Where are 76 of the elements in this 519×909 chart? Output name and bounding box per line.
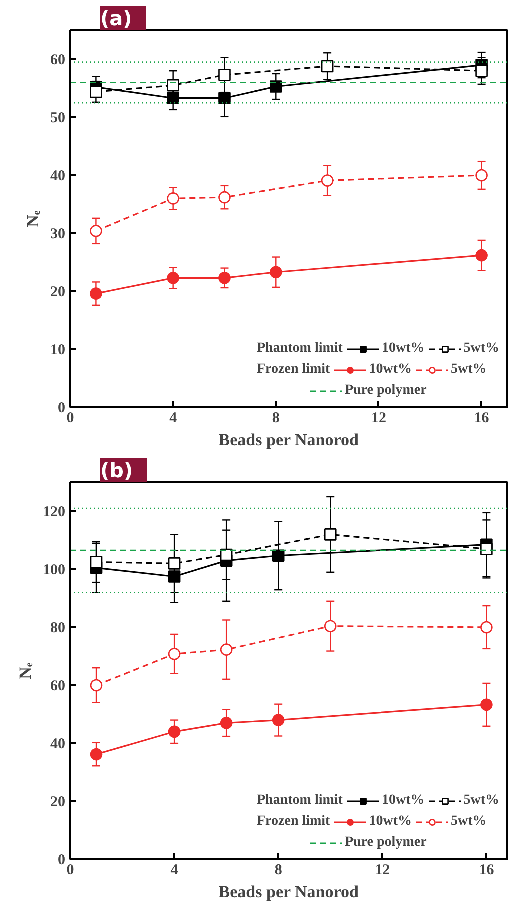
legend-label: 5wt%	[451, 814, 487, 830]
point	[167, 92, 180, 105]
legend-label: 5wt%	[464, 341, 500, 357]
point	[218, 92, 231, 105]
y-tick-label: 20	[50, 794, 66, 810]
point	[167, 192, 180, 205]
y-tick-label: 0	[58, 400, 66, 416]
x-axis-title: Beads per Nanorod	[218, 430, 360, 450]
chart-title: (b)	[100, 458, 134, 482]
y-tick-label: 50	[50, 110, 66, 126]
point	[168, 558, 181, 570]
legend-label: Pure polymer	[345, 835, 427, 851]
legend-label: Pure polymer	[345, 383, 427, 399]
point	[220, 717, 233, 730]
point	[167, 272, 180, 284]
y-tick-label: 20	[50, 284, 66, 300]
x-tick-label: 4	[170, 410, 178, 426]
x-tick-label: 16	[479, 862, 495, 878]
point	[270, 80, 282, 93]
annotation: Frozen limit	[257, 814, 330, 830]
point	[90, 86, 102, 98]
x-tick-label: 16	[474, 410, 490, 426]
point	[480, 698, 493, 712]
point	[321, 60, 334, 73]
x-tick-label: 12	[375, 862, 390, 878]
point	[90, 288, 102, 300]
point	[168, 726, 181, 738]
y-tick-label: 30	[50, 226, 66, 242]
point	[480, 543, 493, 556]
point	[272, 714, 285, 726]
legend-label: 10wt%	[369, 362, 412, 378]
y-axis-title: Nₑ	[16, 662, 35, 680]
annotation: Phantom limit	[257, 793, 343, 809]
point	[476, 64, 488, 78]
point	[168, 648, 181, 660]
y-tick-label: 40	[50, 736, 66, 752]
point	[476, 169, 488, 182]
point	[167, 79, 180, 92]
x-axis-title: Beads per Nanorod	[218, 882, 360, 902]
y-tick-label: 100	[43, 562, 66, 578]
y-tick-label: 80	[50, 620, 66, 636]
legend-label: 10wt%	[382, 793, 425, 809]
y-axis-title: Nₑ	[24, 210, 42, 228]
point	[480, 621, 493, 634]
point	[90, 679, 103, 692]
point	[270, 266, 282, 278]
legend-label: 5wt%	[451, 362, 487, 378]
point	[90, 556, 103, 568]
point	[218, 191, 231, 204]
y-tick-label: 40	[50, 168, 66, 184]
point	[90, 225, 102, 238]
point	[218, 272, 231, 284]
legend-label: 10wt%	[382, 341, 425, 357]
x-tick-label: 8	[272, 410, 280, 426]
annotation: Frozen limit	[257, 362, 330, 378]
point	[90, 748, 103, 761]
x-tick-label: 8	[274, 862, 282, 878]
point	[324, 528, 337, 541]
y-tick-label: 0	[58, 852, 66, 868]
point	[476, 249, 488, 262]
x-tick-label: 4	[170, 862, 179, 878]
annotation: Phantom limit	[257, 341, 343, 357]
point	[220, 644, 233, 656]
point	[272, 550, 285, 562]
point	[218, 69, 231, 82]
y-tick-label: 60	[50, 678, 66, 694]
legend-label: 5wt%	[464, 793, 500, 809]
x-tick-label: 12	[371, 410, 386, 426]
y-tick-label: 10	[50, 342, 66, 358]
chart-title: (a)	[100, 6, 132, 30]
point	[321, 174, 334, 187]
legend-label: 10wt%	[369, 814, 412, 830]
point	[324, 620, 337, 632]
point	[168, 570, 181, 583]
y-tick-label: 120	[43, 504, 66, 520]
y-tick-label: 60	[50, 52, 66, 68]
